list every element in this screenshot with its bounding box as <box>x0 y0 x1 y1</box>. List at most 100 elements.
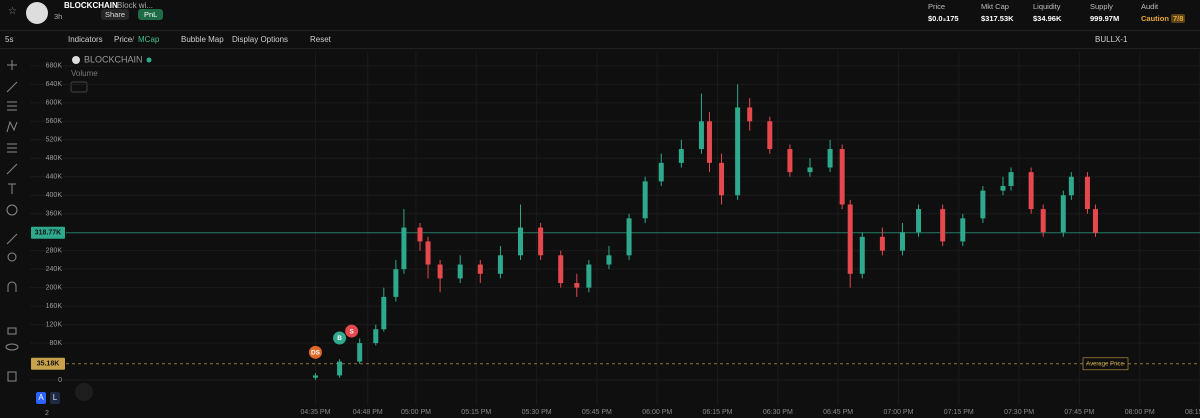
x-tick-label: 07:15 PM <box>944 409 974 416</box>
eye-tool[interactable] <box>5 343 19 351</box>
x-tick-label: 06:00 PM <box>642 409 672 416</box>
x-tick-label: 04:48 PM <box>353 409 383 416</box>
stat-label: Mkt Cap <box>981 2 1009 11</box>
audit-status: Caution <box>1141 14 1169 23</box>
candle-body <box>606 255 612 265</box>
axis-tag-label: 35.18K <box>37 361 60 368</box>
bubble-map-button[interactable]: Bubble Map <box>181 35 224 44</box>
stat: Mkt Cap $317.53K <box>981 2 1014 23</box>
candle-body <box>940 209 946 242</box>
candle-body <box>839 149 845 205</box>
display-options[interactable]: Display Options <box>232 35 289 44</box>
y-tick-label: 440K <box>46 174 63 181</box>
lock-tool[interactable] <box>7 327 17 335</box>
stat-value: $34.96K <box>1033 14 1062 23</box>
fib-tool[interactable] <box>7 101 17 111</box>
candle-body <box>518 227 524 256</box>
candle-body <box>747 107 753 122</box>
brush-tool[interactable] <box>6 163 18 175</box>
candle-body <box>767 121 773 150</box>
candle-body <box>357 343 363 362</box>
trash-tool[interactable] <box>7 371 17 382</box>
auto-scale[interactable] <box>36 392 46 404</box>
candle-body <box>457 264 463 279</box>
x-tick-label: 05:30 PM <box>522 409 552 416</box>
stat-label: Supply <box>1090 2 1113 11</box>
chart: A L 2 BLOCKCHAIN Volume 0 80K 120K 160K 200K… <box>5 52 1200 417</box>
crosshair-tool[interactable] <box>7 60 17 70</box>
age: 3h <box>54 12 63 21</box>
x-tick-label: 07:30 PM <box>1004 409 1034 416</box>
candle-body <box>586 264 592 288</box>
token-desc: Block wi... <box>117 1 154 10</box>
account-select[interactable]: BULLX-1 <box>1095 35 1128 44</box>
x-tick-label: 06:15 PM <box>703 409 733 416</box>
candle-body <box>477 264 483 274</box>
ruler-tool[interactable] <box>6 233 18 245</box>
y-tick-label: 480K <box>46 155 63 162</box>
pattern-tool[interactable] <box>6 120 18 133</box>
reset-button[interactable]: Reset <box>310 35 331 44</box>
y-tick-label: 680K <box>46 63 63 70</box>
log-scale[interactable] <box>50 392 60 404</box>
stat-label: Price <box>928 2 946 11</box>
stat-value: 999.97M <box>1090 14 1120 23</box>
candle-body <box>916 209 922 233</box>
x-tick-label: 06:30 PM <box>763 409 793 416</box>
emoji-tool[interactable] <box>6 204 18 216</box>
candle-body <box>735 107 741 196</box>
token-logo <box>26 2 48 24</box>
candle-body <box>1060 195 1066 233</box>
line-tool[interactable] <box>6 81 18 93</box>
candle-body <box>574 283 580 288</box>
y-tick-label: 600K <box>46 100 63 107</box>
candle-body <box>425 241 431 265</box>
text-tool[interactable] <box>8 183 16 194</box>
audit-value: Caution 7/8 <box>1141 14 1186 23</box>
audit[interactable]: Audit Caution 7/8 <box>1141 2 1186 23</box>
stat-value: $317.53K <box>981 14 1014 23</box>
volume-label: Volume <box>71 69 98 78</box>
chart-logo <box>72 56 80 64</box>
x-tick-label: 06:45 PM <box>823 409 853 416</box>
candle-body <box>312 375 318 378</box>
x-tick-label: 05:00 PM <box>401 409 431 416</box>
x-tick-label: 04:35 PM <box>300 409 330 416</box>
average-text: Average Price <box>1086 361 1124 367</box>
trade-marker-label: DS <box>311 350 321 357</box>
zoom-tool[interactable] <box>7 252 17 262</box>
token-name: BLOCKCHAIN <box>64 1 118 10</box>
indicators-button[interactable]: Indicators <box>68 35 103 44</box>
star-icon[interactable]: ☆ <box>8 6 17 17</box>
x-tick-label: 05:15 PM <box>461 409 491 416</box>
average-tag <box>1082 357 1129 371</box>
trade-marker-label: S <box>349 328 354 335</box>
candle-body <box>1084 176 1090 210</box>
interval[interactable]: 5s <box>5 35 14 44</box>
magnet-tool[interactable] <box>7 281 17 292</box>
collapse-button[interactable] <box>70 81 88 93</box>
price-toggle[interactable]: Price <box>114 35 133 44</box>
candle-body <box>393 269 399 297</box>
x-tick-label: 05:45 PM <box>582 409 612 416</box>
candle-body <box>1040 209 1046 233</box>
x-tick-label: 08:15 PM <box>1185 409 1200 416</box>
y-tick-label: 520K <box>46 137 63 144</box>
candle-body <box>658 162 664 182</box>
y-tick-label: 280K <box>46 248 63 255</box>
candle-body <box>337 361 343 376</box>
header: ☆ BLOCKCHAIN Block wi... 3h Share PnL Pr… <box>0 0 1200 30</box>
measure-tool[interactable] <box>7 143 17 153</box>
y-tick-label: 0 <box>58 377 62 384</box>
log-scale-label: L <box>53 393 58 402</box>
auto-scale-label: A <box>38 393 44 402</box>
candle-body <box>698 121 704 150</box>
candle-body <box>899 232 905 251</box>
mcap-toggle[interactable]: MCap <box>138 35 160 44</box>
share-button[interactable]: Share <box>101 9 130 20</box>
stat-value: $0.0₃175 <box>928 14 959 23</box>
x-tick-label: 07:00 PM <box>883 409 913 416</box>
tv-logo <box>75 383 93 401</box>
x-tick-label: 07:45 PM <box>1064 409 1094 416</box>
pnl-button[interactable]: PnL <box>138 9 164 20</box>
